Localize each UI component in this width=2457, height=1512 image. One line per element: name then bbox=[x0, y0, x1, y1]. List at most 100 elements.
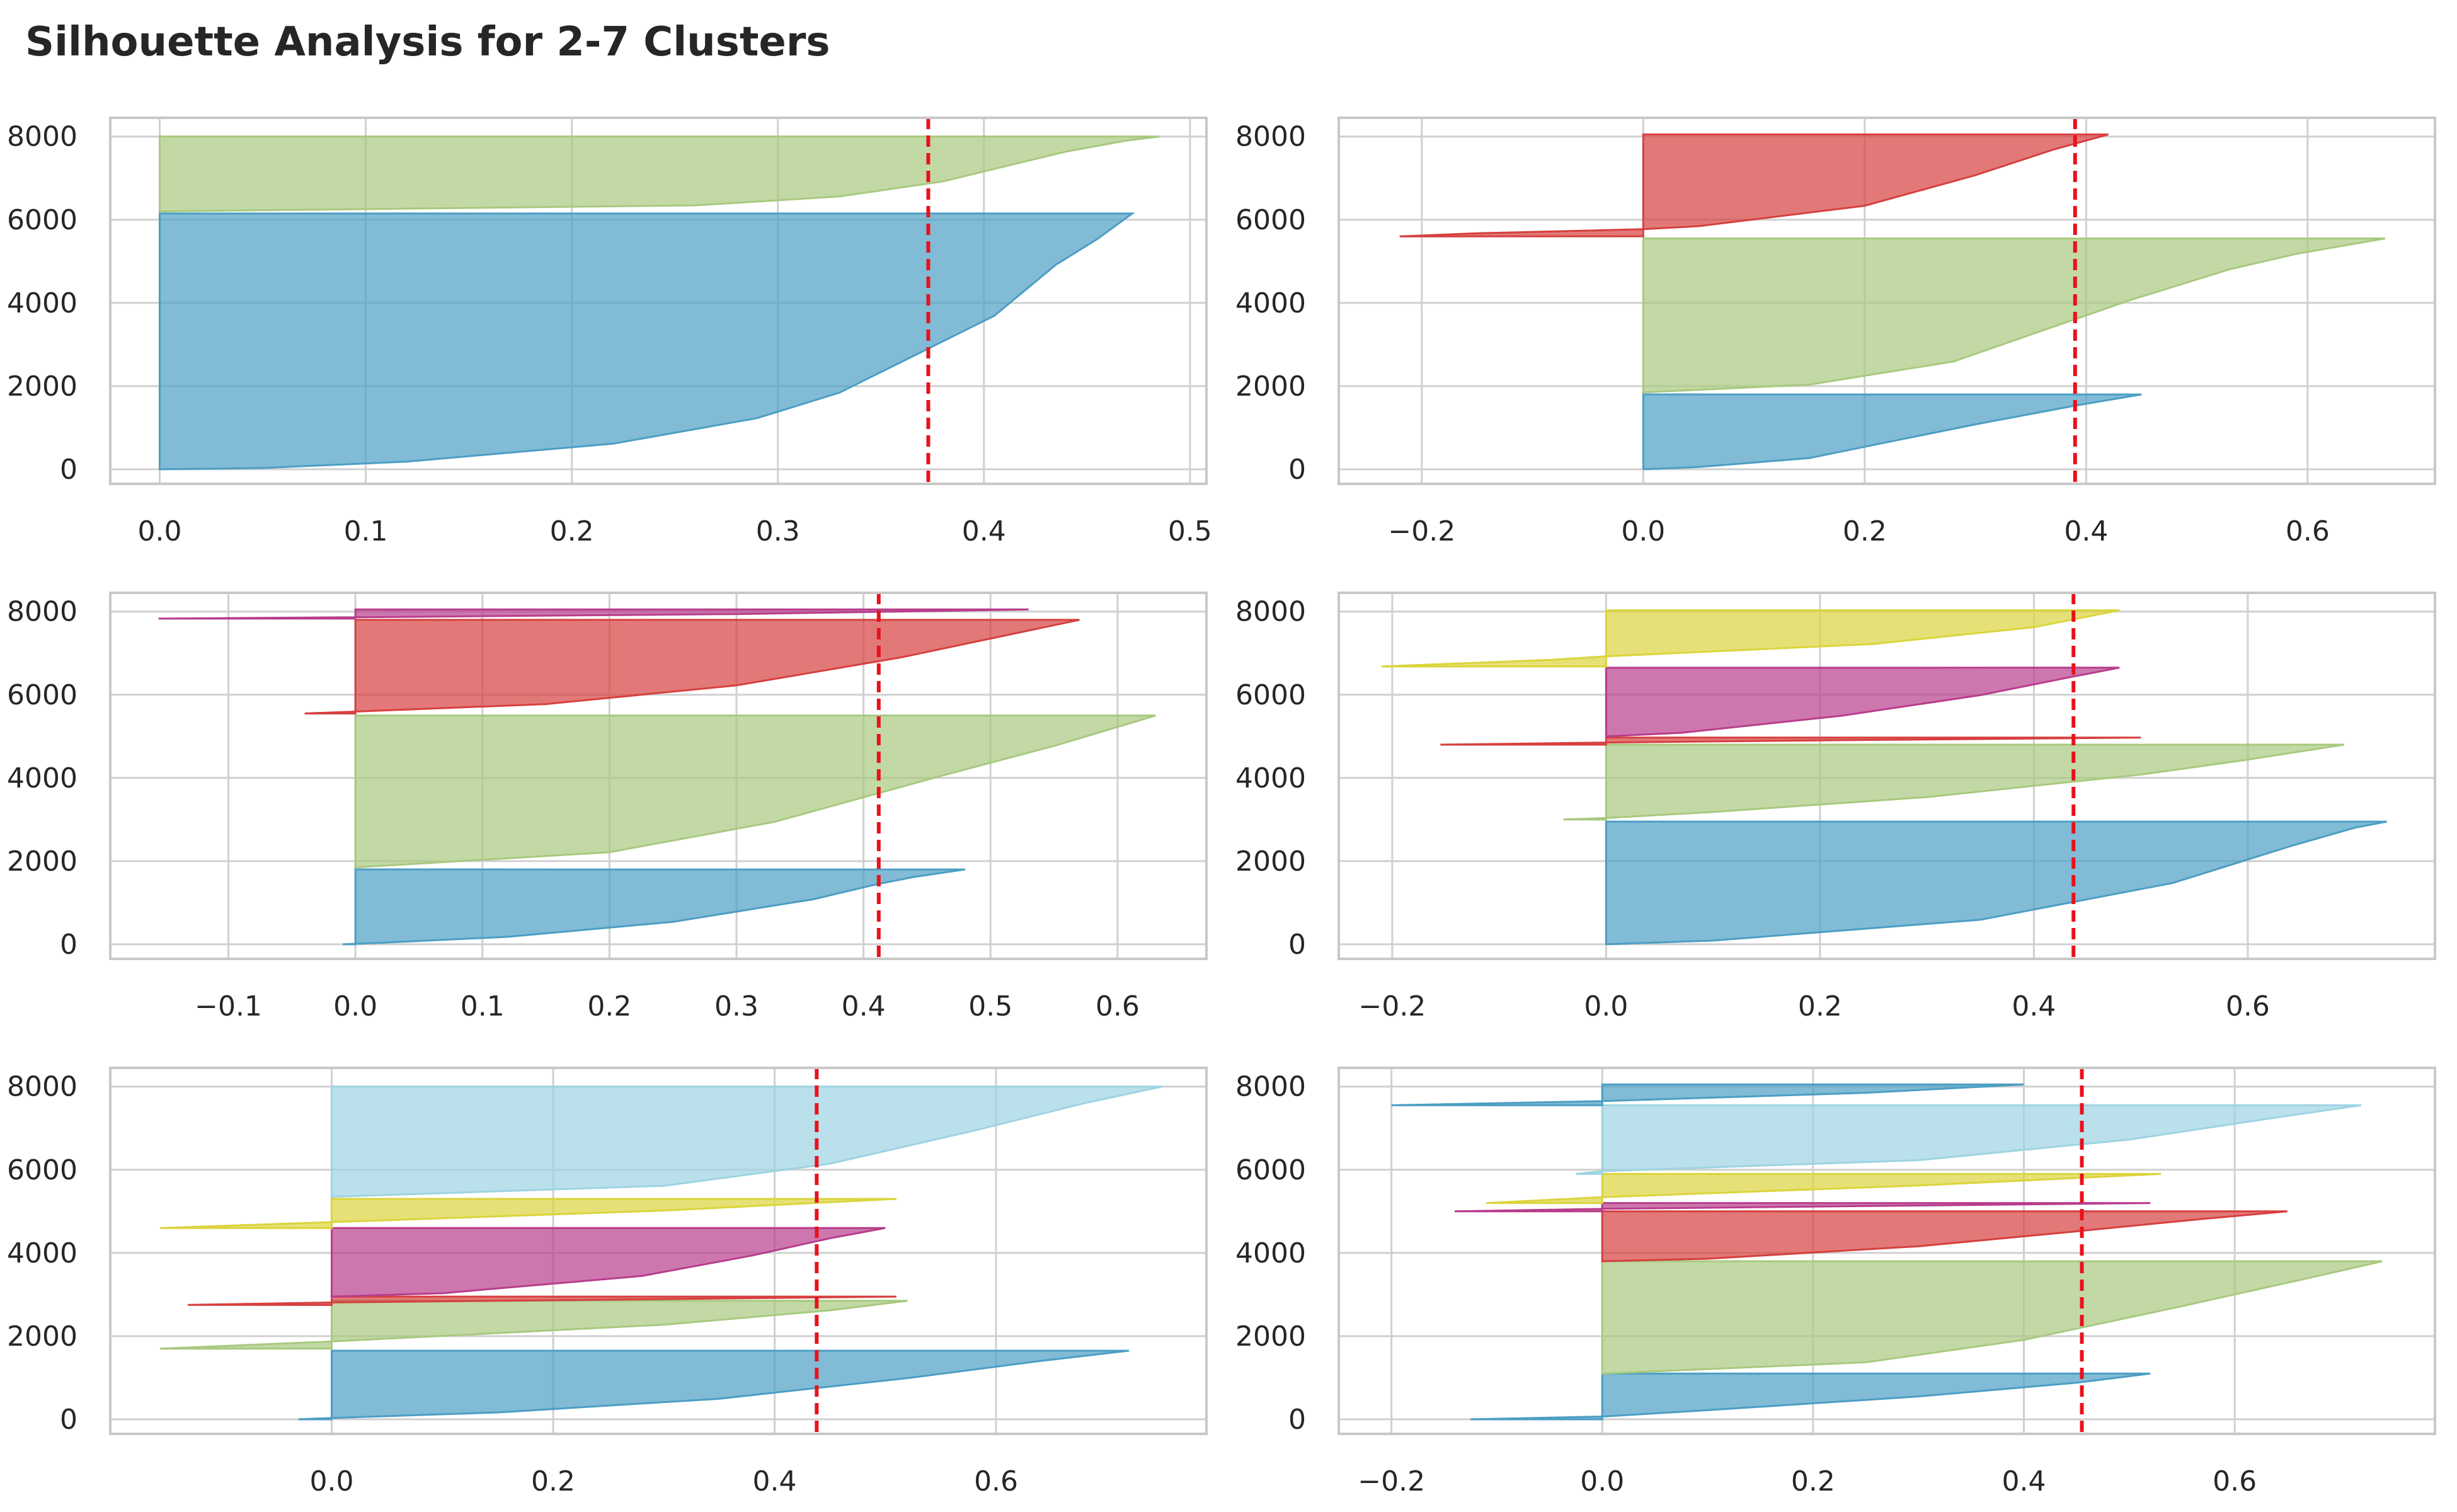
x-tick-label: 0.2 bbox=[587, 990, 631, 1022]
cluster-silhouette-4 bbox=[1454, 1202, 2151, 1213]
y-tick-label: 0 bbox=[60, 1404, 77, 1436]
x-tick-label: 0.6 bbox=[2286, 515, 2330, 547]
x-tick-label: 0.5 bbox=[968, 990, 1012, 1022]
plot-frame bbox=[1337, 592, 2436, 960]
y-tick-label: 0 bbox=[60, 929, 77, 961]
y-tick-label: 0 bbox=[1288, 1404, 1306, 1436]
cluster-silhouette-6 bbox=[1576, 1104, 2362, 1175]
cluster-silhouette-5 bbox=[160, 1198, 896, 1229]
cluster-silhouette-5 bbox=[1381, 609, 2120, 668]
x-tick-label: 0.0 bbox=[1584, 990, 1628, 1022]
y-tick-label: 2000 bbox=[1235, 370, 1306, 403]
silhouette-panel-6: 0.0 0.2 0.4 0.6 0 2000 4000 6000 8000 bbox=[7, 1067, 1208, 1498]
y-tick-label: 4000 bbox=[1235, 1237, 1306, 1269]
silhouette-panel-3: −0.2 0.0 0.2 0.4 0.6 0 2000 4000 6000 8000 bbox=[1235, 117, 2436, 547]
cluster-silhouette-4 bbox=[1605, 667, 2120, 738]
cluster-silhouette-2 bbox=[158, 135, 1159, 213]
y-tick-label: 6000 bbox=[7, 1154, 77, 1186]
y-tick-label: 0 bbox=[60, 454, 77, 486]
x-tick-label: −0.2 bbox=[1358, 990, 1426, 1022]
x-tick-label: 0.4 bbox=[2002, 1465, 2046, 1498]
y-tick-label: 6000 bbox=[1235, 1154, 1306, 1186]
x-tick-label: 0.0 bbox=[1580, 1465, 1624, 1498]
y-tick-label: 8000 bbox=[7, 121, 77, 153]
y-tick-label: 4000 bbox=[7, 287, 77, 319]
plot-frame bbox=[109, 117, 1208, 485]
y-tick-label: 2000 bbox=[7, 1320, 77, 1353]
cluster-silhouette-4 bbox=[158, 608, 1029, 620]
y-tick-label: 6000 bbox=[7, 204, 77, 236]
cluster-silhouette-3 bbox=[304, 619, 1080, 714]
y-tick-label: 8000 bbox=[1235, 596, 1306, 628]
x-tick-label: 0.3 bbox=[714, 990, 759, 1022]
cluster-silhouette-1 bbox=[342, 868, 966, 946]
cluster-silhouette-7 bbox=[1391, 1083, 2024, 1106]
x-tick-label: 0.0 bbox=[138, 515, 182, 547]
cluster-silhouette-2 bbox=[353, 714, 1156, 869]
x-tick-label: 0.4 bbox=[842, 990, 886, 1022]
cluster-silhouette-6 bbox=[330, 1085, 1163, 1198]
y-tick-label: 6000 bbox=[1235, 679, 1306, 711]
y-tick-label: 6000 bbox=[7, 679, 77, 711]
x-tick-label: 0.4 bbox=[753, 1465, 797, 1498]
x-tick-label: 0.4 bbox=[962, 515, 1006, 547]
x-tick-label: 0.2 bbox=[1791, 1465, 1835, 1498]
cluster-silhouette-1 bbox=[158, 212, 1135, 471]
cluster-silhouette-3 bbox=[1601, 1210, 2288, 1263]
cluster-silhouette-2 bbox=[1641, 237, 2386, 394]
cluster-silhouette-1 bbox=[1470, 1372, 2151, 1421]
x-tick-label: 0.0 bbox=[333, 990, 377, 1022]
x-tick-label: 0.3 bbox=[756, 515, 800, 547]
cluster-silhouette-2 bbox=[1563, 743, 2344, 821]
silhouette-panel-2: 0.0 0.1 0.2 0.3 0.4 0.5 0 2000 4000 6000 8000 bbox=[7, 117, 1212, 547]
x-tick-label: 0.0 bbox=[1621, 515, 1665, 547]
x-tick-label: 0.2 bbox=[550, 515, 594, 547]
x-tick-label: 0.0 bbox=[310, 1465, 354, 1498]
y-tick-label: 4000 bbox=[1235, 287, 1306, 319]
plot-frame bbox=[109, 1067, 1208, 1435]
y-tick-label: 2000 bbox=[7, 845, 77, 878]
y-tick-label: 8000 bbox=[7, 596, 77, 628]
x-tick-label: −0.2 bbox=[1388, 515, 1455, 547]
silhouette-panel-5: −0.2 0.0 0.2 0.4 0.6 0 2000 4000 6000 8000 bbox=[1235, 592, 2436, 1022]
y-tick-label: 0 bbox=[1288, 454, 1306, 486]
y-tick-label: 8000 bbox=[1235, 121, 1306, 153]
y-tick-label: 8000 bbox=[7, 1071, 77, 1103]
plot-frame bbox=[1337, 1067, 2436, 1435]
x-tick-label: −0.2 bbox=[1358, 1465, 1425, 1498]
x-tick-label: 0.5 bbox=[1168, 515, 1212, 547]
silhouette-panel-7: −0.2 0.0 0.2 0.4 0.6 0 2000 4000 6000 8000 bbox=[1235, 1067, 2436, 1498]
x-tick-label: 0.2 bbox=[531, 1465, 575, 1498]
cluster-silhouette-1 bbox=[1642, 393, 2142, 471]
cluster-silhouette-2 bbox=[160, 1300, 908, 1350]
plot-frame bbox=[109, 592, 1208, 960]
cluster-silhouette-3 bbox=[1440, 736, 2141, 746]
x-tick-label: −0.1 bbox=[195, 990, 262, 1022]
x-tick-label: 0.1 bbox=[461, 990, 505, 1022]
x-tick-label: 0.2 bbox=[1843, 515, 1887, 547]
x-tick-label: 0.6 bbox=[974, 1465, 1018, 1498]
cluster-silhouette-2 bbox=[1601, 1260, 2383, 1375]
y-tick-label: 2000 bbox=[1235, 1320, 1306, 1353]
plot-frame bbox=[1337, 117, 2436, 485]
y-tick-label: 8000 bbox=[1235, 1071, 1306, 1103]
cluster-silhouette-1 bbox=[1605, 820, 2387, 946]
silhouette-panel-4: −0.1 0.0 0.1 0.2 0.3 0.4 0.5 0.6 0 2000 4000 6000 80… bbox=[7, 592, 1208, 1022]
y-tick-label: 2000 bbox=[1235, 845, 1306, 878]
x-tick-label: 0.2 bbox=[1798, 990, 1842, 1022]
cluster-silhouette-1 bbox=[298, 1349, 1130, 1421]
x-tick-label: 0.6 bbox=[1096, 990, 1140, 1022]
x-tick-label: 0.6 bbox=[2226, 990, 2270, 1022]
y-tick-label: 2000 bbox=[7, 370, 77, 403]
cluster-silhouette-5 bbox=[1486, 1172, 2162, 1205]
cluster-silhouette-3 bbox=[1399, 133, 2109, 238]
y-tick-label: 4000 bbox=[7, 762, 77, 794]
x-tick-label: 0.1 bbox=[344, 515, 388, 547]
y-tick-label: 6000 bbox=[1235, 204, 1306, 236]
y-tick-label: 4000 bbox=[7, 1237, 77, 1269]
x-tick-label: 0.6 bbox=[2213, 1465, 2257, 1498]
x-tick-label: 0.4 bbox=[2012, 990, 2056, 1022]
y-tick-label: 4000 bbox=[1235, 762, 1306, 794]
figure-title: Silhouette Analysis for 2-7 Clusters bbox=[25, 19, 830, 66]
